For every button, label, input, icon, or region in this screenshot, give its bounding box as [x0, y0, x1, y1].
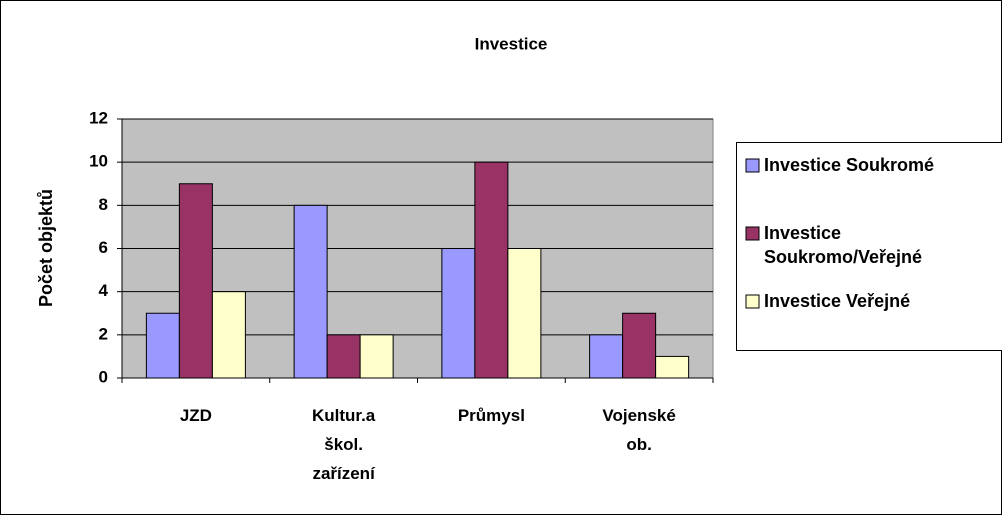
x-tick-label: Vojenské ob. [602, 406, 675, 454]
bar [211, 291, 246, 379]
y-tick-label: 12 [89, 108, 108, 127]
legend-swatch [745, 294, 760, 309]
bar [441, 248, 476, 379]
legend-swatch [745, 158, 760, 173]
bar [145, 312, 180, 379]
legend-label: Investice Soukromé [764, 155, 934, 175]
bar [326, 334, 361, 379]
x-tick-label: Kultur.a škol. zařízení [312, 406, 376, 483]
chart-title: Investice [475, 34, 548, 53]
y-axis-label: Počet objektů [36, 189, 56, 307]
bar [293, 204, 328, 379]
bar [359, 334, 394, 379]
y-tick-label: 8 [99, 195, 108, 214]
legend-swatch [745, 226, 760, 241]
bar [589, 334, 624, 379]
y-tick-label: 4 [99, 281, 109, 300]
y-tick-label: 0 [99, 367, 108, 386]
legend-box [736, 142, 1002, 351]
legend-label: Investice Veřejné [764, 291, 910, 311]
bar [178, 183, 213, 379]
legend-label: Investice Soukromo/Veřejné [764, 223, 922, 267]
y-tick-label: 2 [99, 324, 108, 343]
bar [507, 248, 542, 379]
bar [474, 161, 509, 379]
y-tick-label: 10 [89, 152, 108, 171]
x-tick-label: JZD [180, 406, 212, 425]
y-tick-label: 6 [99, 238, 108, 257]
bar [622, 312, 657, 379]
x-tick-label: Průmysl [458, 406, 525, 425]
bar [655, 355, 690, 379]
